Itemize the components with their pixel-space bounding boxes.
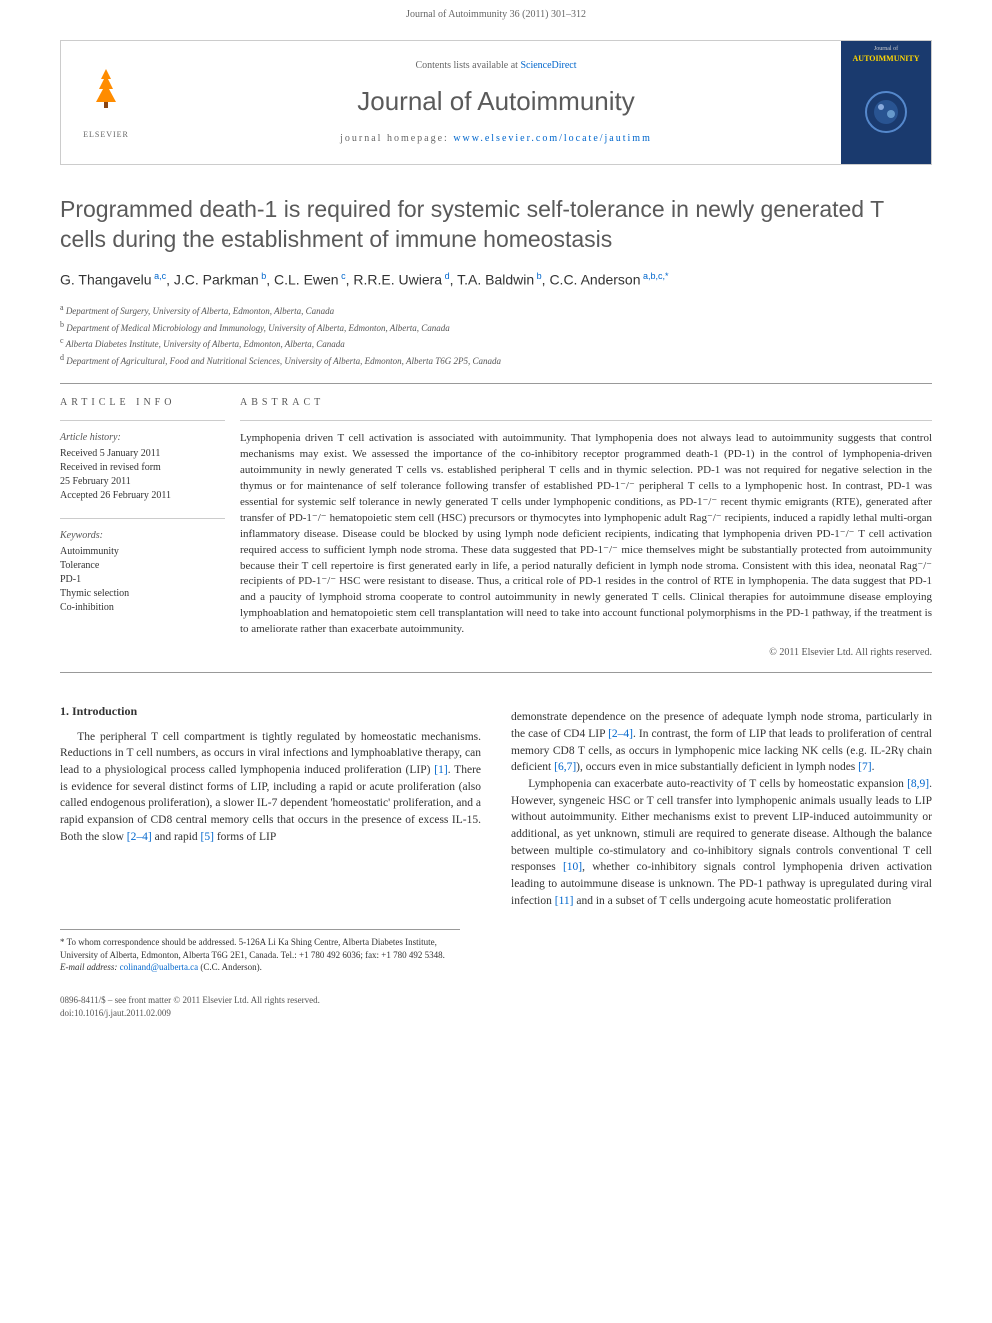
contents-prefix: Contents lists available at [415,60,520,71]
copyright-line: © 2011 Elsevier Ltd. All rights reserved… [240,646,932,660]
keyword-item: Autoimmunity [60,545,225,559]
reference-link[interactable]: [6,7] [554,761,576,773]
homepage-prefix: journal homepage: [340,133,453,144]
right-column: demonstrate dependence on the presence o… [511,703,932,909]
journal-homepage-line: journal homepage: www.elsevier.com/locat… [340,132,652,146]
author-list: G. Thangavelu a,c, J.C. Parkman b, C.L. … [60,270,932,290]
elsevier-logo[interactable]: ELSEVIER [61,41,151,164]
reference-link[interactable]: [5] [201,831,214,843]
email-label: E-mail address: [60,962,120,972]
journal-name: Journal of Autoimmunity [357,83,634,119]
info-abstract-block: ARTICLE INFO Article history: Received 5… [60,383,932,673]
contents-available-line: Contents lists available at ScienceDirec… [415,59,576,73]
doi-line: doi:10.1016/j.jaut.2011.02.009 [60,1007,932,1020]
introduction-heading: 1. Introduction [60,703,481,720]
abstract-heading: ABSTRACT [240,396,932,410]
left-column: 1. Introduction The peripheral T cell co… [60,703,481,909]
running-header: Journal of Autoimmunity 36 (2011) 301–31… [0,0,992,30]
keyword-item: Thymic selection [60,587,225,601]
intro-para-1-cont: demonstrate dependence on the presence o… [511,709,932,776]
article-title: Programmed death-1 is required for syste… [60,195,932,255]
intro-para-2: Lymphopenia can exacerbate auto-reactivi… [511,776,932,909]
header-center: Contents lists available at ScienceDirec… [151,41,841,164]
affiliation-line: a Department of Surgery, University of A… [60,302,932,319]
reference-link[interactable]: [1] [434,764,447,776]
email-name: (C.C. Anderson). [198,962,262,972]
received-date: Received 5 January 2011 [60,447,225,461]
issn-line: 0896-8411/$ – see front matter © 2011 El… [60,994,932,1007]
abstract-column: ABSTRACT Lymphopenia driven T cell activ… [240,384,932,672]
keyword-item: Tolerance [60,559,225,573]
correspondence-text: * To whom correspondence should be addre… [60,936,460,961]
accepted-date: Accepted 26 February 2011 [60,489,225,503]
reference-link[interactable]: [2–4] [127,831,152,843]
abstract-text: Lymphopenia driven T cell activation is … [240,431,932,638]
keywords-block: Keywords: AutoimmunityTolerancePD-1Thymi… [60,518,225,615]
reference-link[interactable]: [10] [563,861,582,873]
email-link[interactable]: colinand@ualberta.ca [120,962,199,972]
corresponding-author-footnote: * To whom correspondence should be addre… [60,929,460,974]
reference-link[interactable]: [2–4] [608,728,633,740]
reference-link[interactable]: [2–4] [608,728,633,740]
reference-link[interactable]: [8,9] [907,778,929,790]
article-info-column: ARTICLE INFO Article history: Received 5… [60,384,240,672]
elsevier-label: ELSEVIER [83,129,129,140]
journal-cover-thumbnail[interactable]: Journal of AUTOIMMUNITY [841,41,931,164]
cover-title-line1: Journal of [874,45,898,53]
history-label: Article history: [60,431,225,445]
sciencedirect-link[interactable]: ScienceDirect [520,60,576,71]
revised-line1: Received in revised form [60,461,225,475]
cover-title-line2: AUTOIMMUNITY [853,53,920,64]
doi-block: 0896-8411/$ – see front matter © 2011 El… [60,994,932,1019]
intro-para-1: The peripheral T cell compartment is tig… [60,729,481,846]
reference-link[interactable]: [2–4] [127,831,152,843]
journal-header-box: ELSEVIER Contents lists available at Sci… [60,40,932,165]
elsevier-tree-icon [81,64,131,129]
cover-art-icon [856,82,916,142]
affiliation-line: d Department of Agricultural, Food and N… [60,352,932,369]
reference-link[interactable]: [11] [555,895,574,907]
affiliation-line: b Department of Medical Microbiology and… [60,319,932,336]
reference-link[interactable]: [7] [858,761,871,773]
keyword-item: Co-inhibition [60,601,225,615]
article-info-heading: ARTICLE INFO [60,396,225,410]
affiliation-line: c Alberta Diabetes Institute, University… [60,335,932,352]
revised-line2: 25 February 2011 [60,475,225,489]
affiliations: a Department of Surgery, University of A… [60,302,932,368]
keyword-item: PD-1 [60,573,225,587]
homepage-link[interactable]: www.elsevier.com/locate/jautimm [453,133,652,144]
body-text: 1. Introduction The peripheral T cell co… [60,703,932,909]
keywords-label: Keywords: [60,529,225,543]
